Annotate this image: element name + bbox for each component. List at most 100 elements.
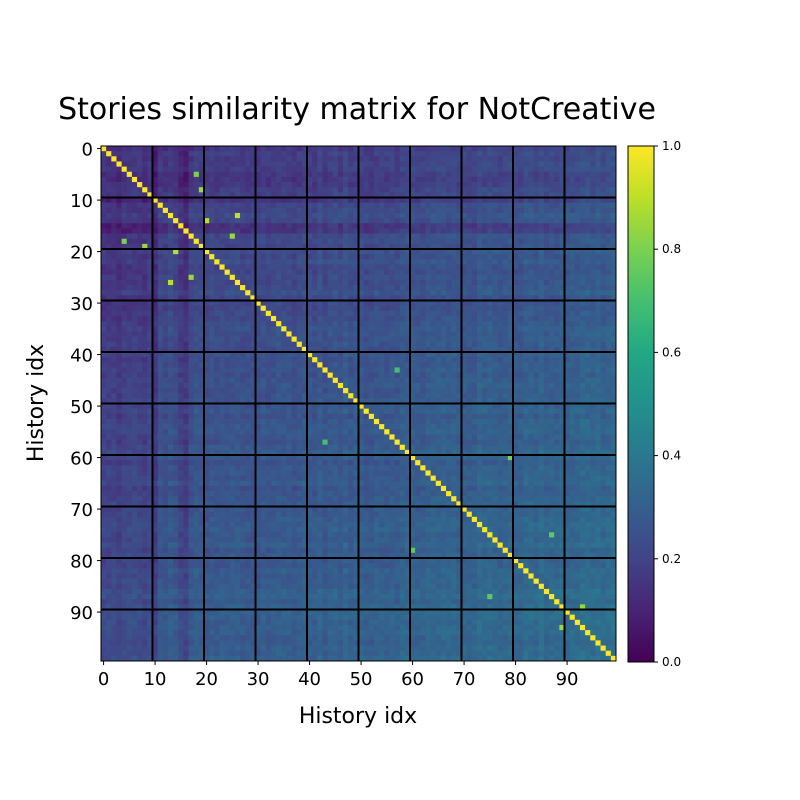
heatmap-cell <box>322 233 328 240</box>
heatmap-cell <box>363 357 370 363</box>
heatmap-cell <box>513 223 519 229</box>
heatmap-cell <box>471 382 478 389</box>
heatmap-cell <box>173 331 179 337</box>
heatmap-cell <box>219 197 225 204</box>
heatmap-cell <box>487 171 493 178</box>
heatmap-cell <box>137 279 143 286</box>
heatmap-cell <box>497 321 504 327</box>
heatmap-cell <box>533 398 540 404</box>
heatmap-cell <box>569 285 576 291</box>
heatmap-cell <box>178 315 184 322</box>
heatmap-cell <box>446 269 452 276</box>
heatmap-cell <box>389 259 395 265</box>
heatmap-cell <box>142 295 148 301</box>
heatmap-cell <box>250 166 256 173</box>
heatmap-cell <box>569 212 576 219</box>
heatmap-cell <box>420 187 426 193</box>
heatmap-cell <box>157 243 164 250</box>
heatmap-cell <box>502 259 509 265</box>
heatmap-cell <box>198 321 205 327</box>
heatmap-cell <box>198 331 205 337</box>
heatmap-cell <box>368 207 375 214</box>
heatmap-cell <box>219 285 225 291</box>
heatmap-cell <box>368 331 375 337</box>
heatmap-cell <box>312 254 318 260</box>
heatmap-cell <box>543 305 550 312</box>
heatmap-cell <box>245 274 251 281</box>
heatmap-cell <box>518 233 524 240</box>
heatmap-cell <box>394 331 401 337</box>
heatmap-cell <box>229 362 236 368</box>
heatmap-cell <box>446 207 452 214</box>
heatmap-cell <box>245 161 251 167</box>
heatmap-cell <box>471 176 478 183</box>
heatmap-cell <box>193 382 200 389</box>
heatmap-cell <box>492 315 498 322</box>
heatmap-cell <box>471 367 478 373</box>
heatmap-cell <box>585 233 591 240</box>
heatmap-cell <box>229 218 236 224</box>
heatmap-cell <box>538 357 545 363</box>
heatmap-cell <box>410 176 416 183</box>
heatmap-cell <box>420 161 426 167</box>
heatmap-cell <box>178 254 184 260</box>
heatmap-cell <box>538 228 545 234</box>
heatmap-cell <box>307 336 313 343</box>
heatmap-cell <box>579 362 586 368</box>
heatmap-cell <box>121 238 128 245</box>
heatmap-cell <box>183 176 189 183</box>
heatmap-cell <box>250 336 256 343</box>
heatmap-cell <box>595 207 601 214</box>
heatmap-cell <box>270 187 277 193</box>
heatmap-cell <box>188 151 195 157</box>
heatmap-cell <box>250 161 256 167</box>
heatmap-cell <box>322 352 328 358</box>
heatmap-cell <box>301 182 308 188</box>
heatmap-cell <box>410 202 416 209</box>
heatmap-cell <box>410 171 416 178</box>
heatmap-cell <box>502 171 509 178</box>
heatmap-cell <box>204 176 210 183</box>
heatmap-cell <box>394 290 401 296</box>
heatmap-cell <box>255 269 262 276</box>
heatmap-cell <box>492 341 498 348</box>
heatmap-cell <box>415 269 421 276</box>
heatmap-cell <box>204 228 210 234</box>
heatmap-cell <box>554 372 560 379</box>
heatmap-cell <box>404 357 411 363</box>
heatmap-cell <box>425 238 431 245</box>
heatmap-cell <box>590 233 596 240</box>
heatmap-cell <box>157 310 164 317</box>
heatmap-cell <box>440 156 447 162</box>
heatmap-cell <box>173 249 179 255</box>
heatmap-cell <box>585 176 591 183</box>
heatmap-cell <box>291 233 298 240</box>
heatmap-cell <box>513 326 519 332</box>
heatmap-cell <box>579 223 586 229</box>
heatmap-cell <box>435 279 442 286</box>
heatmap-cell <box>564 249 571 255</box>
heatmap-cell <box>234 357 241 363</box>
heatmap-cell <box>394 228 401 234</box>
heatmap-cell <box>564 274 571 281</box>
heatmap-cells <box>101 146 617 662</box>
heatmap-cell <box>353 197 359 204</box>
heatmap-cell <box>379 202 385 209</box>
heatmap-cell <box>523 176 529 183</box>
heatmap-cell <box>605 238 612 245</box>
heatmap-cell <box>121 377 128 384</box>
heatmap-cell <box>162 295 169 301</box>
heatmap-cell <box>301 233 308 240</box>
heatmap-cell <box>595 279 601 286</box>
heatmap-cell <box>214 377 220 384</box>
heatmap-cell <box>415 279 421 286</box>
heatmap-cell <box>281 228 287 234</box>
heatmap-cell <box>610 326 617 332</box>
heatmap-cell <box>147 212 153 219</box>
heatmap-cell <box>188 300 195 307</box>
heatmap-cell <box>332 207 339 214</box>
heatmap-cell <box>296 336 303 343</box>
heatmap-cell <box>590 279 596 286</box>
heatmap-cell <box>549 249 555 255</box>
heatmap-cell <box>523 171 529 178</box>
